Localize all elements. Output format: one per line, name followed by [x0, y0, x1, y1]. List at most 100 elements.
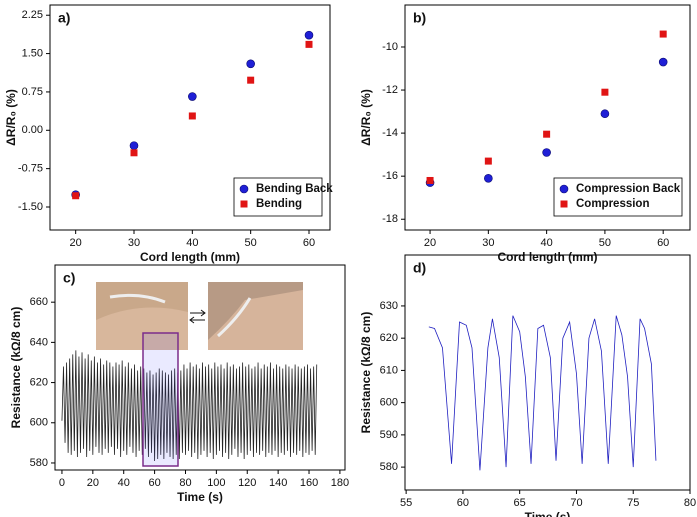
x-axis-label: Time (s) [525, 510, 571, 517]
y-tick-label: 0.75 [22, 86, 43, 98]
marker-square [247, 76, 255, 84]
legend-label: Bending Back [256, 183, 333, 195]
x-tick-label: 20 [87, 477, 99, 489]
x-tick-label: 70 [570, 497, 582, 509]
y-tick-label: 600 [380, 397, 398, 409]
x-tick-label: 75 [627, 497, 639, 509]
y-tick-label: -18 [382, 213, 398, 225]
photo-arm [96, 307, 188, 350]
panel: 0 20 40 60 80 100 120 140 160 180 580 600 620 640 660 T… [9, 264, 349, 504]
marker-square [72, 192, 80, 200]
marker-circle [484, 174, 493, 183]
x-tick-label: 160 [300, 477, 318, 489]
y-tick-label: 620 [30, 376, 48, 388]
y-tick-label: 580 [30, 457, 48, 469]
highlight-box [142, 332, 179, 467]
marker-circle [188, 92, 197, 101]
x-tick-label: 20 [424, 237, 436, 249]
x-tick-label: 65 [514, 497, 526, 509]
marker-circle [542, 148, 551, 157]
photo-cord [109, 293, 166, 304]
y-tick-label: -0.75 [18, 163, 43, 175]
marker-square [130, 149, 138, 157]
marker-circle [658, 57, 668, 67]
x-axis-label: Cord length (mm) [140, 250, 240, 264]
x-tick-label: 30 [482, 237, 494, 249]
plot-frame [54, 264, 346, 471]
y-tick-label: -1.50 [18, 201, 43, 213]
legend-label: Bending [256, 198, 302, 210]
marker-circle [129, 141, 139, 150]
marker-square [426, 176, 434, 184]
marker-square [659, 30, 667, 38]
y-tick-label: 2.25 [22, 9, 43, 21]
x-tick-label: 60 [457, 497, 469, 509]
x-axis-label: Time (s) [177, 490, 223, 504]
y-tick-label: 610 [380, 364, 398, 376]
y-tick-label: 0.00 [22, 124, 43, 136]
plot-frame [49, 4, 331, 231]
x-tick-label: 0 [59, 477, 65, 489]
y-tick-label: 630 [380, 300, 398, 312]
panel-label: a) [58, 10, 70, 26]
marker-square [305, 40, 313, 48]
x-tick-label: 80 [684, 497, 696, 509]
marker-square [543, 130, 551, 138]
panel: 20 30 40 50 60 -18 -16 -14 -12 -10 Cord length (mm… [359, 4, 691, 264]
y-tick-label: 580 [380, 461, 398, 473]
x-tick-label: 180 [331, 477, 349, 489]
legend-label: Compression [576, 198, 650, 210]
marker-square [188, 112, 196, 120]
y-tick-label: 660 [30, 296, 48, 308]
x-tick-label: 50 [245, 237, 257, 249]
legend-box [553, 177, 683, 217]
marker-square [484, 157, 492, 165]
inset-photos [96, 282, 303, 467]
photo-arm [208, 290, 303, 350]
x-tick-label: 120 [238, 477, 256, 489]
panel-label: d) [413, 260, 426, 276]
y-tick-label: -16 [382, 170, 398, 182]
y-axis-label: ΔR/R₀ (%) [4, 89, 18, 146]
legend-label: Compression Back [576, 183, 681, 195]
x-tick-label: 55 [400, 497, 412, 509]
x-tick-label: 80 [179, 477, 191, 489]
plot-frame [404, 254, 691, 491]
marker-circle [600, 109, 610, 119]
x-tick-label: 60 [148, 477, 160, 489]
y-tick-label: 600 [30, 417, 48, 429]
legend-box [233, 177, 323, 217]
y-tick-label: -14 [382, 127, 398, 139]
photo-cord [216, 297, 252, 338]
arrows [189, 309, 206, 324]
x-tick-label: 40 [186, 237, 198, 249]
y-tick-label: 620 [380, 332, 398, 344]
x-tick-label: 60 [657, 237, 669, 249]
y-axis-label: ΔR/R₀ (%) [359, 89, 373, 146]
x-tick-label: 30 [128, 237, 140, 249]
x-tick-label: 100 [207, 477, 225, 489]
y-tick-label: -10 [382, 41, 398, 53]
line [428, 315, 657, 471]
panel: 55 60 65 70 75 80 580 590 600 610 620 630 Time (s) Re… [359, 254, 696, 517]
x-tick-label: 40 [541, 237, 553, 249]
y-tick-label: 590 [380, 429, 398, 441]
marker-circle [239, 184, 249, 194]
y-axis-label: Resistance (kΩ/8 cm) [9, 307, 23, 429]
line [61, 350, 318, 461]
x-axis-label: Cord length (mm) [498, 250, 598, 264]
marker-circle [246, 59, 255, 69]
marker-square [560, 200, 568, 208]
panel-label: c) [63, 270, 75, 286]
plot-frame [404, 4, 691, 231]
y-axis-label: Resistance (kΩ/8 cm) [359, 312, 373, 434]
y-tick-label: 1.50 [22, 47, 43, 59]
x-tick-label: 50 [599, 237, 611, 249]
x-tick-label: 60 [303, 237, 315, 249]
marker-circle [304, 30, 314, 40]
x-tick-label: 20 [70, 237, 82, 249]
marker-circle [559, 184, 569, 194]
marker-square [240, 200, 248, 208]
y-tick-label: 640 [30, 336, 48, 348]
